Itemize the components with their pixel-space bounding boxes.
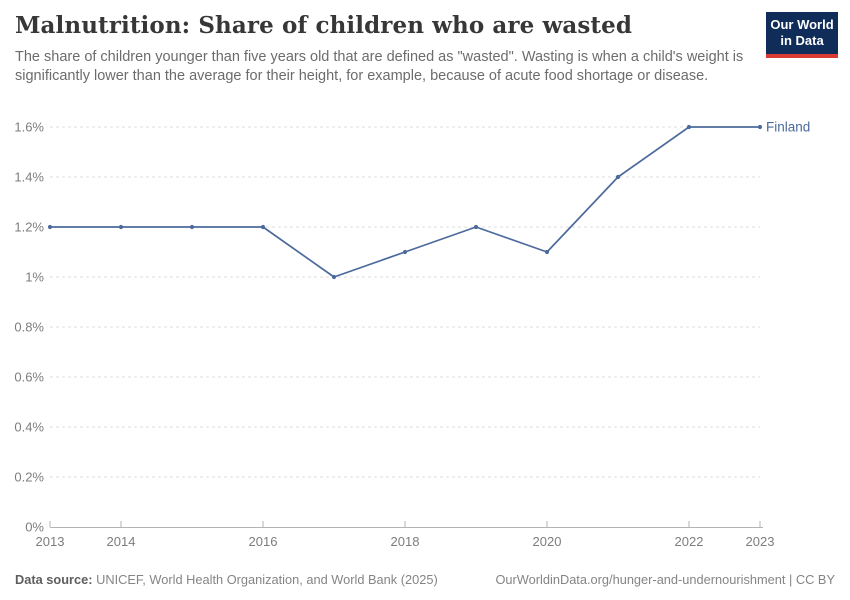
y-axis-tick-label: 1.4% (14, 170, 44, 185)
data-point[interactable] (331, 274, 337, 280)
y-axis-tick-label: 1% (25, 270, 44, 285)
x-axis-tick-label: 2020 (533, 534, 562, 549)
x-axis-tick-label: 2013 (36, 534, 65, 549)
data-point[interactable] (260, 224, 266, 230)
trend-line[interactable] (50, 126, 760, 278)
chart-header: Malnutrition: Share of children who are … (15, 12, 838, 87)
data-point[interactable] (473, 224, 479, 230)
data-source-text: UNICEF, World Health Organization, and W… (92, 572, 438, 587)
y-axis-tick-label: 0.4% (14, 420, 44, 435)
x-axis-tick-label: 2018 (391, 534, 420, 549)
series-entity-label[interactable]: Finland (766, 120, 810, 135)
footer-link[interactable]: OurWorldinData.org/hunger-and-undernouri… (495, 572, 835, 587)
data-source-label: Data source: (15, 572, 93, 587)
title-block: Malnutrition: Share of children who are … (15, 12, 745, 87)
chart-footer: Data source: UNICEF, World Health Organi… (15, 572, 835, 587)
x-axis-tick-label: 2016 (249, 534, 278, 549)
data-point[interactable] (118, 224, 124, 230)
data-point[interactable] (615, 174, 621, 180)
chart-subtitle: The share of children younger than five … (15, 49, 744, 85)
owid-logo-line1: Our World (770, 16, 834, 32)
data-source: Data source: UNICEF, World Health Organi… (15, 572, 438, 587)
y-axis-tick-label: 0% (25, 520, 44, 535)
data-point[interactable] (189, 224, 195, 230)
x-axis-tick-label: 2023 (746, 534, 775, 549)
owid-logo-line2: in Data (780, 33, 824, 48)
data-point[interactable] (757, 124, 763, 130)
data-point[interactable] (47, 224, 53, 230)
y-axis-tick-label: 1.6% (14, 120, 44, 135)
owid-logo[interactable]: Our World in Data (766, 12, 838, 58)
y-axis-tick-label: 1.2% (14, 220, 44, 235)
y-axis-tick-label: 0.8% (14, 320, 44, 335)
x-axis-tick-label: 2022 (675, 534, 704, 549)
y-axis-tick-label: 0.2% (14, 470, 44, 485)
data-point[interactable] (402, 249, 408, 255)
data-point[interactable] (544, 249, 550, 255)
chart-title: Malnutrition: Share of children who are … (15, 12, 633, 39)
y-axis-tick-label: 0.6% (14, 370, 44, 385)
x-axis-tick-label: 2014 (107, 534, 136, 549)
data-point[interactable] (686, 124, 692, 130)
